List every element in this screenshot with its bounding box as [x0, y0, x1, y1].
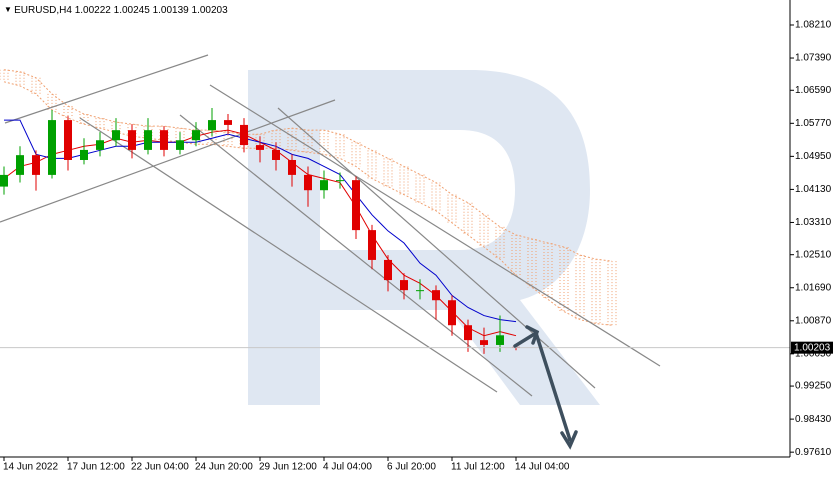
x-tick-label: 24 Jun 20:00: [195, 462, 253, 473]
ichimoku-cloud: [0, 69, 617, 326]
candle-body: [304, 174, 312, 191]
trend-line: [79, 117, 498, 393]
menu-icon: ▼: [4, 5, 14, 14]
candle-body: [16, 155, 24, 175]
y-tick-label: 1.00870: [795, 315, 832, 326]
low-value: 1.00139: [153, 5, 190, 16]
candle-body: [0, 174, 8, 187]
y-tick-label: 0.98430: [795, 414, 832, 425]
trend-line: [277, 107, 596, 389]
x-tick-label: 4 Jul 04:00: [323, 462, 372, 473]
arrow-head: [525, 325, 540, 345]
x-tick-label: 14 Jul 04:00: [515, 462, 570, 473]
candle-body: [224, 120, 232, 125]
y-tick-label: 0.99250: [795, 381, 832, 392]
candle-body: [32, 155, 40, 175]
candle-body: [496, 335, 504, 345]
candle-body: [256, 145, 264, 150]
trend-line: [4, 54, 209, 124]
candle-body: [416, 290, 424, 292]
x-tick-label: 14 Jun 2022: [3, 462, 58, 473]
trend-line: [179, 114, 533, 397]
open-value: 1.00222: [75, 5, 112, 16]
candle-body: [48, 120, 56, 175]
trend-line: [209, 84, 661, 367]
y-tick-label: 1.01690: [795, 282, 832, 293]
cloud-span: [3, 69, 613, 262]
price-label: 1.00203: [794, 342, 831, 353]
arrow-head: [560, 430, 578, 450]
candle-body: [112, 130, 120, 141]
candle-body: [288, 159, 296, 175]
close-value: 1.00203: [192, 5, 229, 16]
candle-body: [128, 130, 136, 150]
candle-body: [464, 325, 472, 341]
trend-line: [0, 99, 336, 223]
y-tick-label: 1.02510: [795, 249, 832, 260]
y-tick-label: 1.04950: [795, 151, 832, 162]
high-value: 1.00245: [114, 5, 151, 16]
forecast-arrow: [513, 325, 578, 450]
x-tick-label: 11 Jul 12:00: [451, 462, 505, 473]
candle-body: [208, 120, 216, 131]
candle-body: [480, 340, 488, 345]
y-tick-label: 1.04130: [795, 184, 832, 195]
y-tick-label: 1.05770: [795, 118, 832, 129]
candle-body: [160, 130, 168, 150]
candle-body: [96, 140, 104, 150]
candle-body: [64, 120, 72, 160]
y-tick-label: 1.08210: [795, 20, 832, 31]
candle-body: [368, 230, 376, 260]
candle-body: [320, 180, 328, 191]
candle-body: [448, 300, 456, 326]
candle-body: [144, 130, 152, 150]
plot: [0, 108, 790, 354]
candle-body: [272, 149, 280, 160]
x-tick-label: 17 Jun 12:00: [67, 462, 125, 473]
candle-body: [192, 130, 200, 141]
candle-body: [240, 124, 248, 146]
chart-header: ▼ EURUSD,H4 1.00222 1.00245 1.00139 1.00…: [4, 5, 228, 16]
candle-body: [336, 180, 344, 182]
trend-lines: [0, 54, 661, 397]
candle-body: [384, 259, 392, 281]
candle-body: [432, 290, 440, 301]
price-label-box: [791, 341, 833, 354]
candle-body: [80, 149, 88, 160]
y-tick-label: 1.06590: [795, 85, 832, 96]
y-tick-label: 1.03310: [795, 217, 832, 228]
candle-body: [352, 180, 360, 231]
x-tick-label: 22 Jun 04:00: [131, 462, 189, 473]
y-tick-label: 1.07390: [795, 53, 832, 64]
candle-body: [400, 280, 408, 291]
x-tick-label: 29 Jun 12:00: [259, 462, 317, 473]
cloud-span: [3, 81, 613, 326]
chart-title: EURUSD,H4: [14, 5, 72, 16]
x-tick-label: 6 Jul 20:00: [387, 462, 436, 473]
candle-body: [176, 140, 184, 150]
y-tick-label: 0.97610: [795, 447, 832, 458]
axes: 1.08210 1.07390 1.06590 1.05770 1.04950 1.041…: [3, 20, 833, 473]
y-tick-label: 1.00050: [795, 348, 832, 359]
